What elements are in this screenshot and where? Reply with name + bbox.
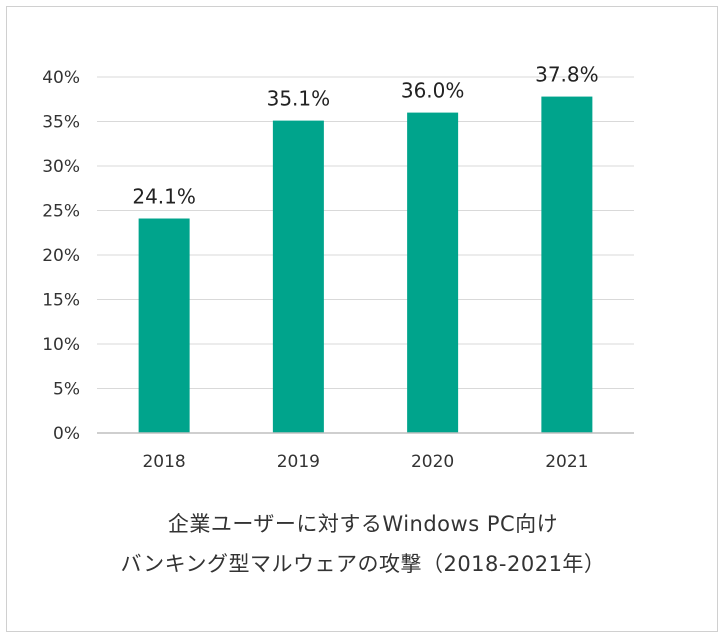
y-tick-label: 15% <box>42 291 80 311</box>
y-tick-label: 25% <box>42 202 80 222</box>
x-tick-label: 2020 <box>411 452 454 472</box>
data-label: 35.1% <box>267 87 331 111</box>
y-tick-label: 0% <box>53 424 80 444</box>
chart-frame <box>6 6 718 632</box>
data-label: 36.0% <box>401 79 465 103</box>
x-tick-label: 2019 <box>277 452 320 472</box>
y-tick-label: 5% <box>53 380 80 400</box>
y-tick-label: 10% <box>42 335 80 355</box>
x-tick-label: 2021 <box>545 452 588 472</box>
chart-title-line-2: バンキング型マルウェアの攻撃（2018-2021年） <box>120 552 606 576</box>
y-tick-label: 35% <box>42 113 80 133</box>
bar <box>407 112 459 433</box>
data-label: 24.1% <box>132 185 196 209</box>
x-tick-label: 2018 <box>142 452 185 472</box>
bar <box>138 218 190 433</box>
y-tick-label: 40% <box>42 68 80 88</box>
y-tick-label: 30% <box>42 157 80 177</box>
bar <box>541 96 593 433</box>
chart-title-line-1: 企業ユーザーに対するWindows PC向け <box>167 512 559 536</box>
bar <box>272 120 324 434</box>
y-tick-label: 20% <box>42 246 80 266</box>
data-label: 37.8% <box>535 63 599 87</box>
